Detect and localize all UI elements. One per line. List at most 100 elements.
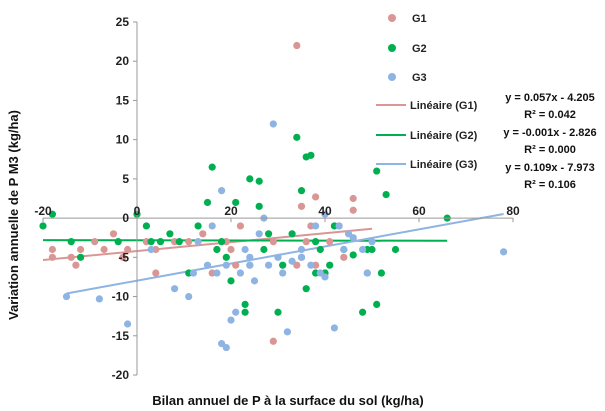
x-tick-label: 20 — [224, 204, 238, 218]
data-point-g3 — [189, 269, 197, 277]
data-point-g2 — [67, 238, 75, 246]
data-point-g3 — [500, 248, 508, 256]
data-point-g3 — [218, 187, 226, 195]
data-point-g3 — [227, 316, 235, 324]
data-point-g3 — [297, 253, 306, 261]
data-point-g2 — [274, 308, 282, 316]
data-point-g3 — [274, 253, 282, 261]
data-point-g1 — [199, 230, 207, 238]
data-point-g3 — [213, 269, 221, 277]
data-point-g2 — [246, 175, 254, 183]
legend-label-g1: G1 — [412, 13, 427, 25]
data-point-g2 — [255, 202, 263, 210]
data-point-g2 — [175, 238, 183, 246]
data-point-g2 — [241, 300, 249, 308]
trendline-g1 — [42, 227, 373, 262]
data-point-g3 — [279, 269, 287, 277]
x-tick-label: 40 — [318, 204, 332, 218]
data-point-g2 — [203, 198, 212, 207]
data-point-g1 — [72, 261, 80, 269]
trendline-g3 — [66, 212, 504, 295]
data-point-g3 — [340, 245, 348, 254]
data-point-g2 — [307, 151, 315, 159]
data-point-g3 — [203, 261, 212, 269]
legend-marker-g3 — [388, 73, 396, 81]
data-point-g1 — [185, 238, 193, 246]
data-point-g2 — [213, 245, 221, 254]
data-point-g3 — [288, 257, 296, 265]
data-point-g2 — [312, 238, 320, 246]
data-point-g1 — [109, 230, 118, 238]
legend-marker-g1 — [388, 14, 396, 22]
legend-label-trend-g3: Linéaire (G3) — [410, 159, 478, 171]
x-axis-ticks: -20 0 20 40 60 80 — [34, 204, 520, 223]
data-point-g1 — [152, 269, 160, 277]
data-point-g2 — [166, 230, 174, 238]
data-point-g3 — [307, 261, 315, 269]
x-axis-title: Bilan annuel de P à la surface du sol (k… — [152, 393, 423, 408]
data-point-g3 — [124, 320, 132, 328]
data-point-g2 — [297, 187, 306, 195]
legend-label-trend-g2: Linéaire (G2) — [410, 130, 478, 142]
data-point-g2 — [77, 253, 85, 261]
data-point-g1 — [236, 222, 244, 230]
y-tick-label: 5 — [122, 172, 129, 186]
r2-g1: R² = 0.042 — [524, 109, 576, 121]
data-point-g1 — [119, 253, 127, 261]
data-point-g3 — [246, 253, 254, 261]
legend: G1 G2 G3 Linéaire (G1) Linéaire (G2) Lin… — [376, 13, 478, 171]
y-axis-ticks: -20 -15 -10 -5 0 5 10 15 20 25 — [112, 15, 137, 382]
data-point-g3 — [185, 292, 193, 301]
data-point-g2 — [208, 163, 216, 171]
data-point-g2 — [288, 230, 296, 238]
y-tick-label: 0 — [122, 211, 129, 225]
legend-label-g2: G2 — [412, 43, 427, 55]
y-tick-label: -15 — [112, 329, 130, 343]
trendline-equations: y = 0.057x - 4.205 R² = 0.042 y = -0.001… — [503, 92, 596, 191]
data-point-g1 — [48, 253, 57, 261]
legend-marker-g2 — [388, 44, 396, 52]
trendline-g2 — [42, 239, 448, 242]
data-point-g1 — [340, 253, 348, 261]
data-point-g3 — [171, 285, 179, 293]
data-point-g3 — [241, 245, 249, 254]
y-tick-label: 25 — [116, 15, 130, 29]
data-point-g3 — [368, 238, 376, 246]
data-point-g3 — [321, 273, 329, 281]
data-point-g1 — [297, 202, 306, 210]
data-point-g1 — [232, 261, 240, 269]
data-point-g2 — [260, 245, 268, 254]
legend-label-trend-g1: Linéaire (G1) — [410, 100, 478, 112]
y-tick-label: 10 — [116, 133, 130, 147]
data-point-g1 — [100, 245, 108, 254]
data-point-g2 — [326, 261, 334, 269]
data-point-g3 — [297, 245, 306, 254]
data-point-g2 — [227, 277, 235, 285]
data-point-g1 — [269, 337, 277, 345]
legend-label-g3: G3 — [412, 72, 427, 84]
data-point-g2 — [377, 269, 385, 277]
data-point-g2 — [279, 261, 287, 269]
data-point-g3 — [255, 230, 263, 238]
data-point-g1 — [227, 245, 235, 254]
data-point-g2 — [316, 245, 324, 254]
data-point-g2 — [241, 308, 249, 316]
data-point-g3 — [363, 269, 371, 277]
r2-g2: R² = 0.000 — [524, 144, 576, 156]
data-point-g3 — [269, 120, 277, 128]
trendlines — [42, 212, 504, 295]
data-point-g2 — [373, 300, 381, 308]
y-tick-label: 20 — [116, 54, 130, 68]
data-point-g3 — [330, 324, 338, 332]
y-axis-title: Variation annuelle de P M3 (kg/ha) — [6, 110, 21, 320]
data-point-g2 — [232, 198, 240, 207]
equation-g1: y = 0.057x - 4.205 — [505, 92, 595, 104]
data-point-g3 — [222, 343, 230, 352]
x-tick-label: -20 — [34, 204, 52, 218]
data-point-g3 — [62, 292, 71, 301]
data-point-g2 — [194, 222, 202, 230]
data-point-g2 — [368, 245, 376, 254]
data-point-g2 — [255, 177, 263, 185]
data-point-g1 — [349, 194, 357, 203]
